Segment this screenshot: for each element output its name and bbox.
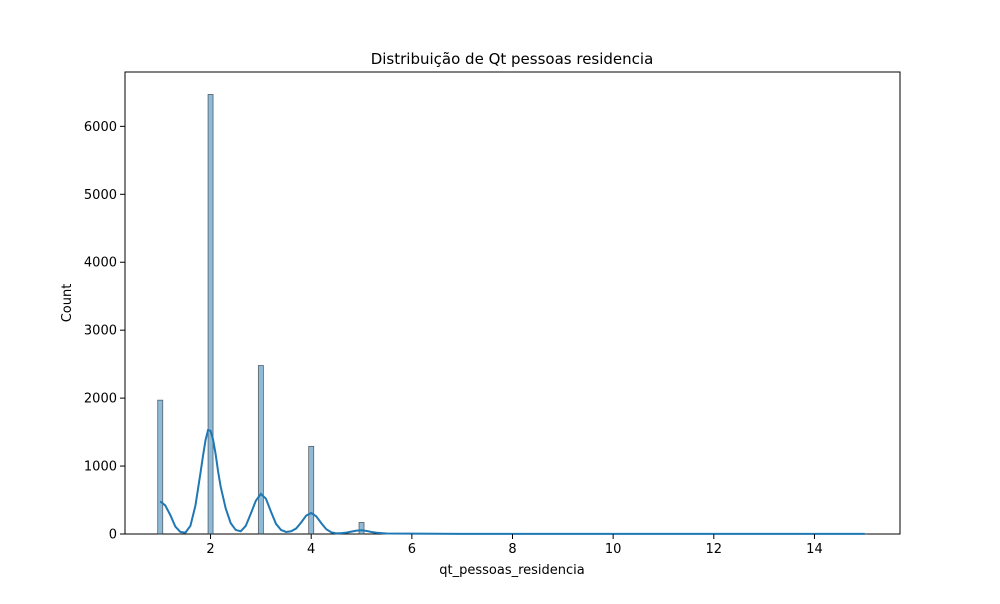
chart-title: Distribuição de Qt pessoas residencia [371,50,654,68]
histogram-bar [158,400,163,534]
histogram-bar [309,446,314,534]
x-tick-label: 10 [605,542,622,557]
y-tick-label: 5000 [84,188,117,203]
histogram-bar [359,522,364,534]
x-tick-label: 4 [307,542,315,557]
y-tick-label: 6000 [84,120,117,135]
y-tick-label: 3000 [84,324,117,339]
histogram-bars [158,94,868,534]
y-tick-label: 0 [109,528,117,543]
x-axis-label: qt_pessoas_residencia [439,563,585,578]
y-tick-label: 1000 [84,460,117,475]
y-axis: 0 1000 2000 3000 4000 5000 6000 [84,120,125,543]
plot-frame [125,72,900,534]
y-axis-label: Count [60,284,75,323]
histogram-bar [258,366,263,534]
x-tick-label: 14 [806,542,823,557]
x-tick-label: 6 [408,542,416,557]
y-tick-label: 2000 [84,392,117,407]
x-tick-label: 8 [508,542,516,557]
histogram-bar [208,94,213,534]
x-axis: 2 4 6 8 10 12 14 [206,534,822,557]
kde-curve [160,430,865,534]
x-tick-label: 2 [206,542,214,557]
y-tick-label: 4000 [84,256,117,271]
x-tick-label: 12 [706,542,723,557]
